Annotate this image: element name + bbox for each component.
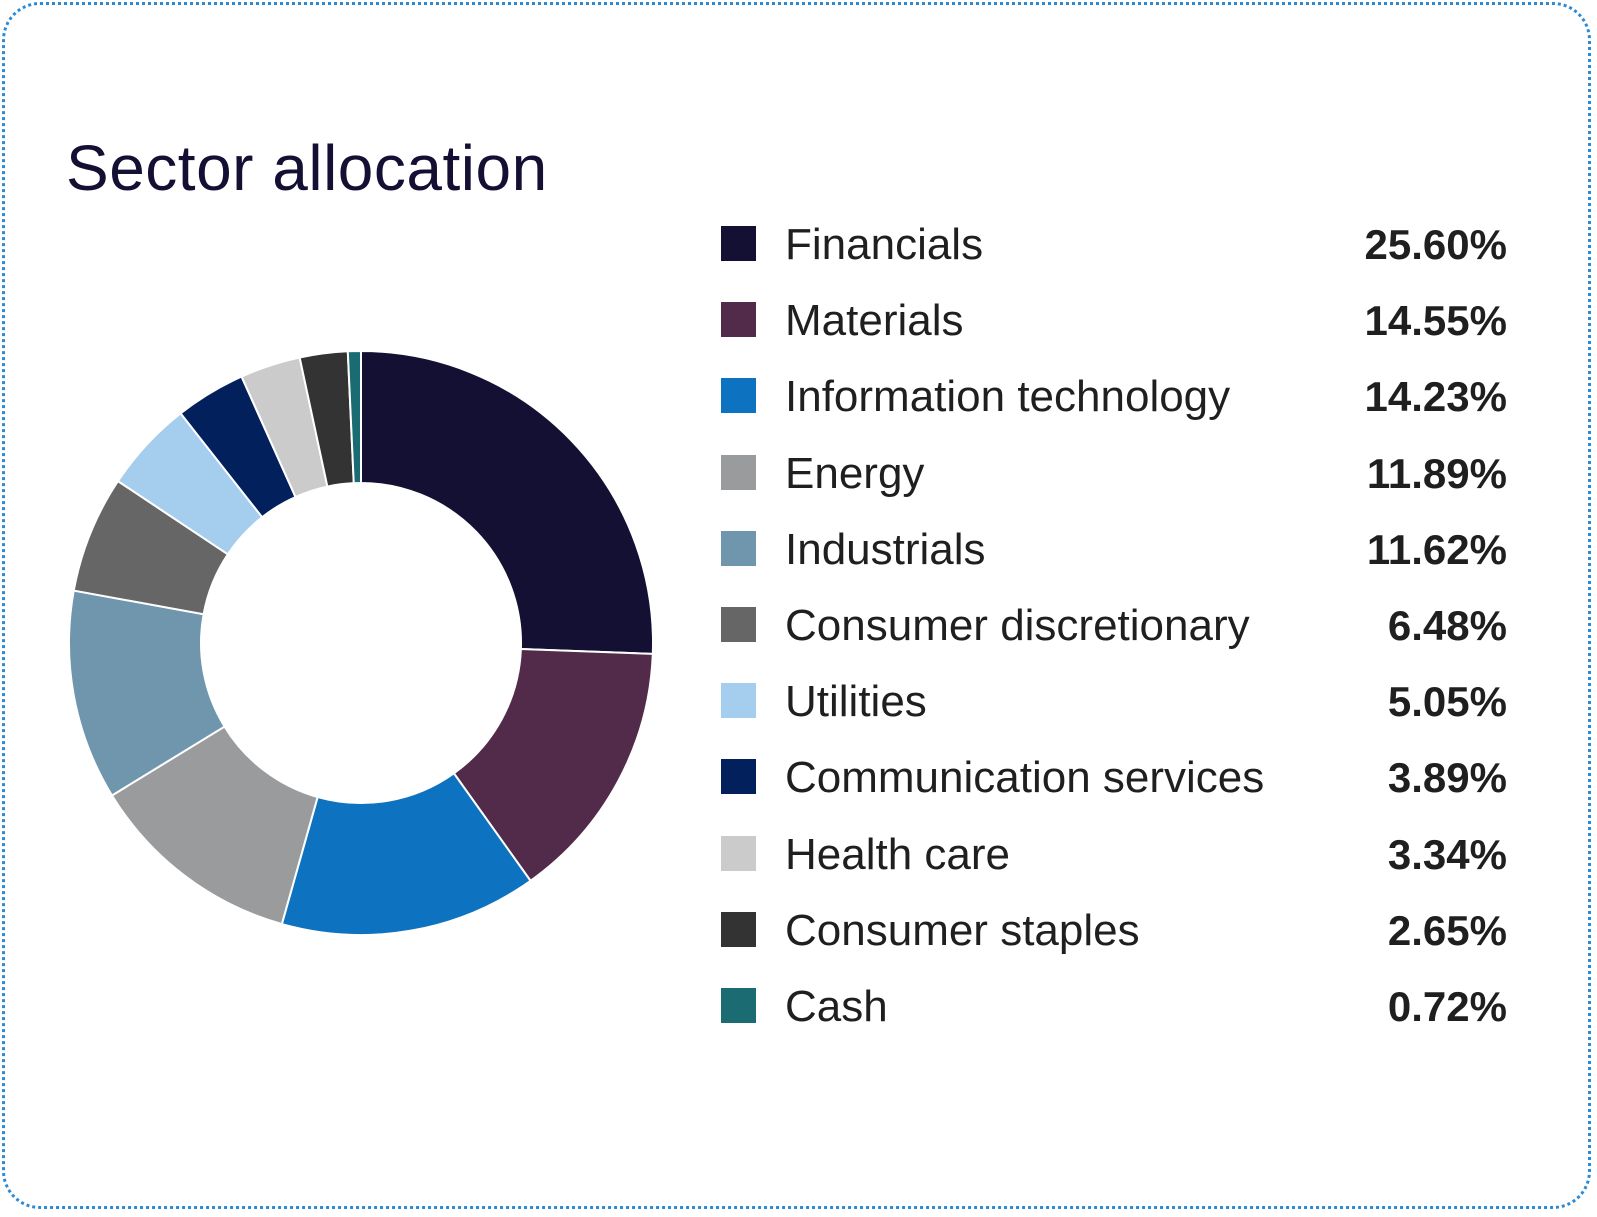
- chart-title: Sector allocation: [66, 132, 548, 204]
- legend-swatch: [721, 835, 756, 871]
- legend-value: 11.89%: [1366, 449, 1507, 497]
- legend-item-energy: Energy 11.89%: [721, 446, 1507, 522]
- legend-swatch: [721, 759, 756, 795]
- legend-item-utilities: Utilities 5.05%: [721, 674, 1507, 750]
- legend-value: 25.60%: [1364, 221, 1507, 268]
- slice-financials: [360, 349, 654, 655]
- chart-legend: Financials 25.60% Materials 14.55% Informati…: [721, 217, 1507, 1055]
- legend-label: Energy: [785, 448, 925, 498]
- legend-label: Financials: [785, 220, 984, 269]
- legend-item-information-technology: Information technology 14.23%: [721, 369, 1507, 445]
- legend-value: 14.23%: [1364, 373, 1507, 421]
- legend-item-materials: Materials 14.55%: [721, 293, 1507, 369]
- legend-swatch: [721, 530, 756, 566]
- donut-chart: [68, 349, 654, 936]
- slice-cash: [346, 349, 362, 485]
- legend-label: Cash: [785, 981, 888, 1031]
- legend-swatch: [721, 302, 756, 338]
- legend-value: 11.62%: [1366, 525, 1507, 573]
- legend-value: 5.05%: [1387, 678, 1507, 726]
- legend-swatch: [721, 987, 756, 1023]
- legend-swatch: [721, 454, 756, 490]
- legend-item-consumer-discretionary: Consumer discretionary 6.48%: [721, 598, 1507, 674]
- legend-value: 0.72%: [1387, 982, 1507, 1030]
- legend-swatch: [721, 606, 756, 642]
- legend-label: Consumer discretionary: [785, 600, 1250, 650]
- slice-information-technology: [280, 771, 532, 936]
- legend-swatch: [721, 683, 756, 719]
- legend-value: 14.55%: [1364, 297, 1507, 345]
- legend-item-communication-services: Communication services 3.89%: [721, 750, 1507, 826]
- legend-label: Communication services: [785, 753, 1265, 803]
- legend-value: 2.65%: [1387, 906, 1507, 954]
- legend-label: Industrials: [785, 524, 986, 574]
- legend-swatch: [721, 226, 756, 261]
- legend-label: Health care: [785, 829, 1011, 879]
- legend-label: Utilities: [785, 677, 927, 727]
- legend-label: Consumer staples: [785, 905, 1140, 955]
- legend-label: Information technology: [785, 372, 1231, 422]
- legend-swatch: [721, 911, 756, 947]
- legend-item-consumer-staples: Consumer staples 2.65%: [721, 903, 1507, 979]
- legend-item-cash: Cash 0.72%: [721, 979, 1507, 1055]
- legend-label: Materials: [785, 296, 964, 346]
- legend-item-financials: Financials 25.60%: [721, 217, 1507, 293]
- legend-swatch: [721, 378, 756, 414]
- legend-value: 3.34%: [1387, 830, 1507, 878]
- legend-value: 6.48%: [1387, 601, 1507, 649]
- slice-materials: [452, 647, 654, 883]
- legend-value: 3.89%: [1387, 754, 1507, 802]
- legend-item-health-care: Health care 3.34%: [721, 827, 1507, 903]
- legend-item-industrials: Industrials 11.62%: [721, 522, 1507, 598]
